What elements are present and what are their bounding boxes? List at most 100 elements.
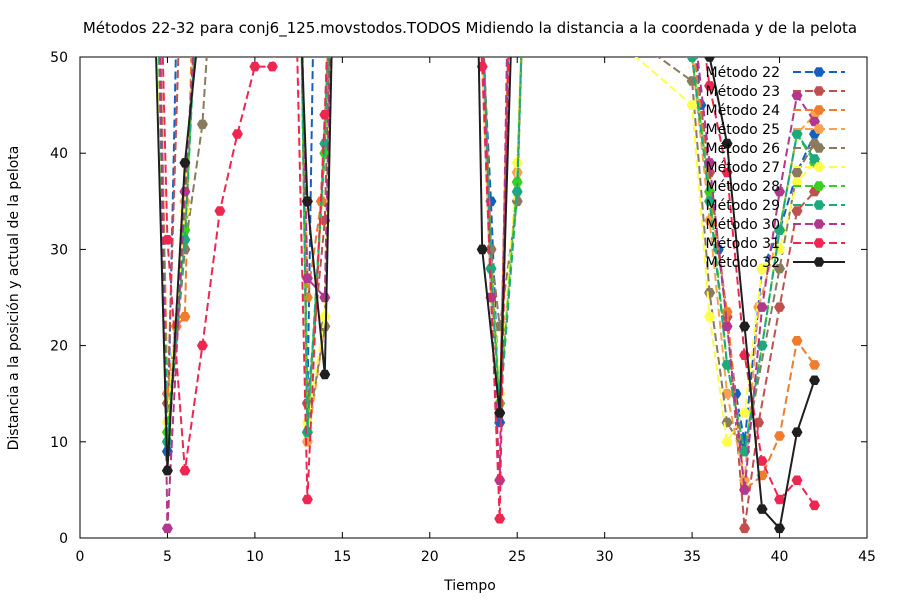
legend-swatch-marker <box>813 86 825 96</box>
x-tick-label: 25 <box>508 549 526 565</box>
series-line <box>156 57 816 482</box>
data-point <box>721 138 733 149</box>
data-point <box>319 321 331 332</box>
y-tick-label: 40 <box>50 146 68 162</box>
data-point <box>161 465 173 476</box>
legend-label: Método 22 <box>706 65 780 81</box>
data-point <box>791 336 803 346</box>
legend-swatch-marker <box>813 124 825 134</box>
y-tick-label: 0 <box>59 531 68 547</box>
data-point <box>686 57 698 62</box>
legend-swatch-marker <box>813 181 825 191</box>
data-point <box>319 292 331 303</box>
data-point <box>756 456 768 466</box>
data-point <box>791 206 803 216</box>
data-point <box>791 427 803 437</box>
data-point <box>809 360 820 370</box>
data-point <box>179 465 191 476</box>
legend-label: Método 24 <box>706 103 781 119</box>
data-point <box>774 302 786 312</box>
data-point <box>319 312 331 322</box>
data-point <box>809 375 820 385</box>
x-tick-label: 40 <box>771 549 789 565</box>
data-point <box>704 287 716 298</box>
data-point <box>704 57 716 62</box>
data-point <box>161 235 173 245</box>
legend-swatch-marker <box>813 105 825 115</box>
data-point <box>494 514 506 524</box>
x-tick-label: 10 <box>246 549 264 565</box>
y-tick-label: 20 <box>50 339 68 355</box>
x-tick-label: 45 <box>858 549 876 565</box>
series-line <box>155 57 816 530</box>
data-point <box>476 244 488 255</box>
data-point <box>774 225 786 235</box>
data-point <box>791 129 803 139</box>
data-point <box>721 321 733 332</box>
data-point <box>511 186 523 197</box>
y-tick-label: 50 <box>50 50 68 66</box>
legend-label: Método 25 <box>706 122 780 138</box>
legend-label: Método 28 <box>706 179 780 195</box>
y-tick-label: 30 <box>50 242 68 258</box>
y-axis-label: Distancia a la posición y actual de la p… <box>6 146 22 451</box>
data-point <box>494 408 506 418</box>
data-point <box>809 154 820 164</box>
data-point <box>774 263 786 274</box>
series-line <box>156 57 816 443</box>
series-32 <box>155 57 820 534</box>
data-point <box>756 504 768 514</box>
x-tick-label: 5 <box>163 549 172 565</box>
y-tick-label: 10 <box>50 435 68 451</box>
data-point <box>704 81 716 91</box>
data-point <box>791 475 803 485</box>
data-point <box>774 523 786 534</box>
data-point <box>179 158 191 168</box>
data-point <box>774 186 786 197</box>
data-point <box>739 475 751 485</box>
data-point <box>319 369 331 380</box>
data-point <box>231 129 243 139</box>
legend-swatch-marker <box>813 257 825 267</box>
data-point <box>774 494 786 505</box>
data-point <box>179 312 191 322</box>
x-tick-label: 30 <box>596 549 614 565</box>
data-point <box>319 110 331 120</box>
legend-swatch-marker <box>813 238 825 248</box>
data-point <box>791 90 803 101</box>
data-point <box>756 263 768 274</box>
data-point <box>721 437 733 447</box>
legend-swatch-marker <box>813 219 825 229</box>
legend-label: Método 23 <box>706 84 780 100</box>
legend-label: Método 32 <box>706 255 780 271</box>
x-axis-label: Tiempo <box>443 578 496 594</box>
data-point <box>161 523 173 534</box>
data-point <box>301 494 313 505</box>
x-tick-label: 0 <box>76 549 85 565</box>
x-tick-label: 35 <box>683 549 701 565</box>
data-point <box>196 119 208 130</box>
data-point <box>511 177 523 187</box>
data-point <box>686 100 698 110</box>
data-point <box>791 177 803 187</box>
data-point <box>739 523 751 534</box>
data-point <box>739 321 751 332</box>
data-point <box>249 61 261 72</box>
data-point <box>301 273 313 283</box>
legend-swatch-marker <box>813 162 825 172</box>
data-point <box>756 302 768 312</box>
data-point <box>791 167 803 178</box>
data-point <box>739 485 751 495</box>
data-point <box>301 196 313 207</box>
data-point <box>704 312 716 322</box>
data-point <box>494 475 506 485</box>
data-point <box>196 340 208 351</box>
legend-label: Método 27 <box>706 160 780 176</box>
data-point <box>301 437 313 447</box>
legend-label: Método 31 <box>706 236 780 252</box>
data-point <box>774 431 786 441</box>
data-point <box>721 417 733 428</box>
data-point <box>809 500 820 511</box>
legend-label: Método 30 <box>706 217 780 233</box>
